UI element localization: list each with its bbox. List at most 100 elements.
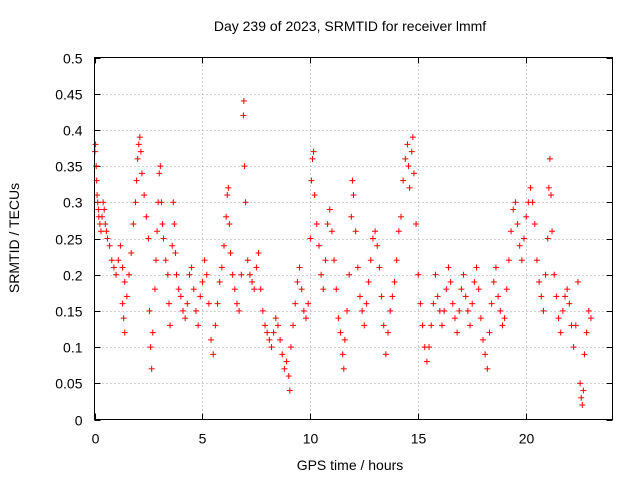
- data-point: [119, 300, 126, 307]
- data-point: [385, 329, 392, 336]
- data-point: [324, 221, 331, 228]
- data-point: [495, 293, 502, 300]
- data-point: [102, 221, 109, 228]
- y-tick-label: 0.4: [63, 123, 83, 139]
- data-point: [113, 271, 120, 278]
- data-point: [533, 257, 540, 264]
- data-point: [482, 351, 489, 358]
- data-point: [104, 235, 111, 242]
- data-point: [120, 315, 127, 322]
- data-point: [236, 307, 243, 314]
- data-point: [499, 322, 506, 329]
- data-point: [170, 199, 177, 206]
- y-tick-label: 0.15: [55, 304, 82, 320]
- data-point: [538, 293, 545, 300]
- data-point: [195, 322, 202, 329]
- data-point: [408, 148, 415, 155]
- data-point: [553, 293, 560, 300]
- data-point: [192, 307, 199, 314]
- data-point: [110, 264, 117, 271]
- data-point: [229, 271, 236, 278]
- data-point: [451, 315, 458, 322]
- data-point: [473, 264, 480, 271]
- data-point: [156, 170, 163, 177]
- data-point: [262, 322, 269, 329]
- data-point: [456, 307, 463, 314]
- data-point: [471, 278, 478, 285]
- data-point: [349, 177, 356, 184]
- data-point: [372, 228, 379, 235]
- data-point: [406, 184, 413, 191]
- axis-ticks: 0 0.05 0.1 0.15 0.2 0.25 0.3 0.35 0.4 0.45 0.5 0 5 10…: [55, 51, 613, 447]
- data-point: [157, 163, 164, 170]
- data-point: [272, 315, 279, 322]
- data-point: [430, 300, 437, 307]
- data-point: [395, 228, 402, 235]
- data-point: [510, 206, 517, 213]
- data-point: [103, 228, 110, 235]
- data-point: [307, 235, 314, 242]
- y-axis-title: SRMTID / TECUs: [6, 183, 22, 293]
- data-point: [294, 278, 301, 285]
- data-point: [587, 315, 594, 322]
- data-point: [210, 351, 217, 358]
- data-point: [266, 336, 273, 343]
- data-point: [503, 286, 510, 293]
- data-point: [123, 293, 130, 300]
- data-point: [400, 177, 407, 184]
- data-point: [356, 293, 363, 300]
- data-point: [270, 329, 277, 336]
- data-point: [100, 199, 107, 206]
- y-tick-label: 0.5: [63, 51, 83, 67]
- data-point: [531, 221, 538, 228]
- data-point: [559, 307, 566, 314]
- data-point: [97, 228, 104, 235]
- data-point: [423, 358, 430, 365]
- data-point: [300, 307, 307, 314]
- data-point: [367, 257, 374, 264]
- data-point: [527, 184, 534, 191]
- x-tick-label: 0: [92, 431, 100, 447]
- data-point: [484, 365, 491, 372]
- data-point: [480, 336, 486, 343]
- data-point: [151, 286, 158, 293]
- data-point: [154, 228, 161, 235]
- data-point: [546, 155, 553, 162]
- data-point: [240, 112, 247, 119]
- data-point: [305, 300, 312, 307]
- chart-title: Day 239 of 2023, SRMTID for receiver lmm…: [214, 18, 486, 34]
- data-point: [238, 271, 245, 278]
- data-point: [184, 300, 191, 307]
- data-point: [460, 271, 467, 278]
- data-point: [331, 257, 338, 264]
- data-point: [579, 402, 586, 409]
- data-point: [214, 300, 221, 307]
- data-point: [106, 242, 113, 249]
- data-point: [544, 235, 551, 242]
- data-point: [447, 278, 454, 285]
- data-point: [259, 307, 266, 314]
- data-point: [147, 344, 154, 351]
- data-point: [264, 329, 271, 336]
- data-point: [449, 300, 456, 307]
- data-point: [344, 307, 351, 314]
- data-point: [188, 264, 195, 271]
- y-tick-label: 0.05: [55, 376, 82, 392]
- data-point: [149, 329, 156, 336]
- data-point: [224, 192, 231, 199]
- data-point: [138, 170, 145, 177]
- data-point: [95, 206, 102, 213]
- data-point: [253, 264, 260, 271]
- data-point: [387, 307, 394, 314]
- data-point: [389, 293, 396, 300]
- data-point: [337, 329, 344, 336]
- data-point: [391, 278, 398, 285]
- data-point: [165, 300, 172, 307]
- y-tick-label: 0.1: [63, 340, 83, 356]
- data-point: [197, 293, 204, 300]
- data-point: [339, 351, 346, 358]
- data-point: [514, 221, 521, 228]
- data-point: [501, 315, 508, 322]
- data-point: [286, 387, 293, 394]
